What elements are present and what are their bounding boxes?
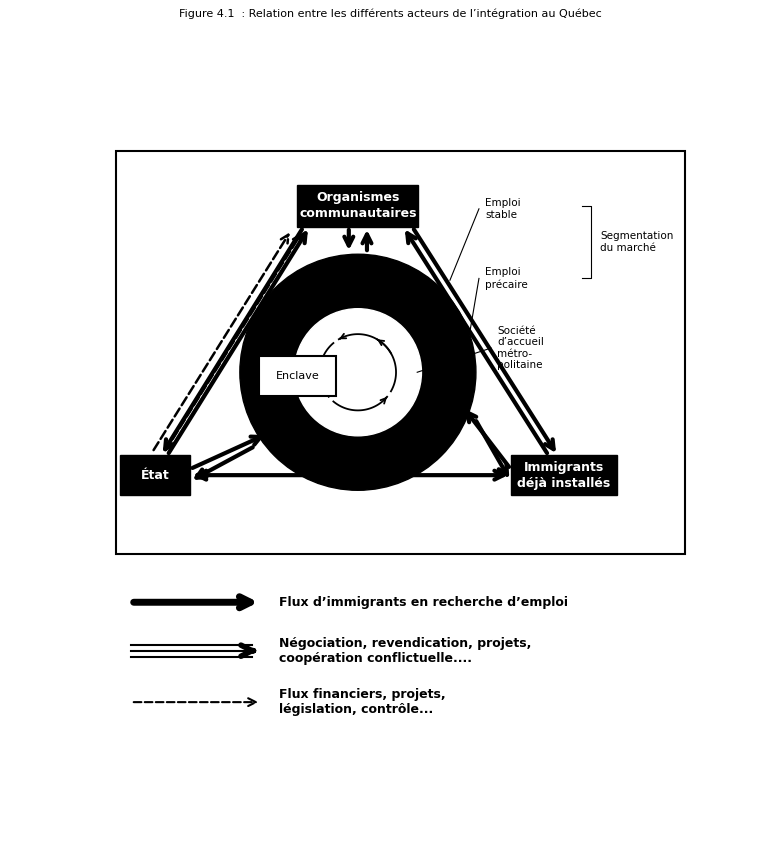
Text: Emploi
stable: Emploi stable — [485, 198, 521, 219]
Text: Immigrants
déjà installés: Immigrants déjà installés — [517, 461, 610, 489]
Circle shape — [240, 255, 476, 490]
Text: Figure 4.1  : Relation entre les différents acteurs de l’intégration au Québec: Figure 4.1 : Relation entre les différen… — [179, 9, 602, 19]
Text: Enclave: Enclave — [276, 371, 319, 381]
Text: Flux d’immigrants en recherche d’emploi: Flux d’immigrants en recherche d’emploi — [280, 596, 569, 608]
Circle shape — [294, 309, 422, 436]
FancyBboxPatch shape — [259, 356, 336, 396]
Text: Société
d’accueil
métro-
politaine: Société d’accueil métro- politaine — [497, 326, 544, 370]
Text: Segmentation
du marché: Segmentation du marché — [600, 231, 673, 253]
FancyBboxPatch shape — [116, 152, 685, 554]
FancyBboxPatch shape — [298, 184, 419, 227]
Text: Négociation, revendication, projets,
coopération conflictuelle....: Négociation, revendication, projets, coo… — [280, 637, 532, 665]
Text: Flux financiers, projets,
législation, contrôle...: Flux financiers, projets, législation, c… — [280, 688, 446, 716]
FancyBboxPatch shape — [120, 455, 190, 494]
Text: Emploi
précaire: Emploi précaire — [485, 267, 528, 290]
Text: Organismes
communautaires: Organismes communautaires — [299, 191, 416, 220]
FancyBboxPatch shape — [511, 455, 617, 494]
Text: État: État — [141, 469, 169, 482]
